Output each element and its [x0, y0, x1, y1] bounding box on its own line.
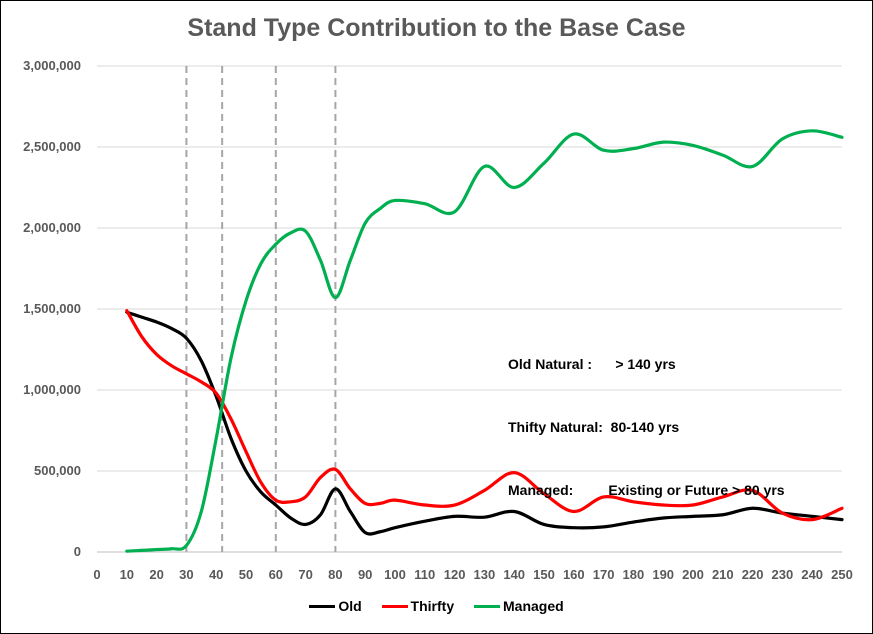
legend-label-old: Old	[338, 598, 362, 614]
series-lines	[125, 129, 844, 553]
x-tick-label: 30	[179, 567, 193, 582]
x-tick-label: 200	[682, 567, 704, 582]
x-tick-label: 40	[209, 567, 223, 582]
series-line-old	[125, 310, 844, 536]
y-tick-label: 2,500,000	[23, 139, 81, 154]
legend-item-thirfty: Thirfty	[381, 598, 455, 614]
chart-title: Stand Type Contribution to the Base Case	[187, 14, 686, 42]
legend-label-thirfty: Thirfty	[410, 598, 455, 614]
x-tick-label: 210	[712, 567, 734, 582]
x-tick-label: 120	[444, 567, 466, 582]
y-axis-ticks: 0 500,000 1,000,000 1,500,000 2,000,000 2,500…	[23, 58, 81, 559]
x-tick-label: 220	[742, 567, 764, 582]
y-tick-label: 500,000	[34, 463, 81, 478]
legend-label-managed: Managed	[503, 598, 564, 614]
x-tick-label: 10	[120, 567, 134, 582]
y-tick-label: 2,000,000	[23, 220, 81, 235]
x-tick-label: 80	[328, 567, 342, 582]
series-line-managed	[125, 129, 844, 553]
x-axis-ticks: 0 10 20 30 40 50 60 70 80 90 100 110 120 130 140 150 160…	[93, 567, 852, 582]
legend-swatch-managed	[474, 604, 500, 608]
x-tick-label: 240	[801, 567, 823, 582]
y-tick-label: 1,500,000	[23, 301, 81, 316]
x-tick-label: 110	[414, 567, 435, 582]
x-tick-label: 130	[474, 567, 496, 582]
legend: Old Thirfty Managed	[0, 598, 873, 614]
x-tick-label: 190	[652, 567, 674, 582]
x-tick-label: 250	[831, 567, 853, 582]
annotation-line-old: Old Natural : > 140 yrs	[508, 356, 676, 372]
x-tick-label: 70	[298, 567, 312, 582]
legend-item-old: Old	[309, 598, 362, 614]
x-tick-label: 180	[623, 567, 645, 582]
y-tick-label: 1,000,000	[23, 382, 81, 397]
y-tick-label: 3,000,000	[23, 58, 81, 73]
x-tick-label: 100	[384, 567, 406, 582]
annotation-line-thrifty: Thifty Natural: 80-140 yrs	[508, 419, 680, 435]
series-line-thirfty	[125, 309, 844, 522]
x-tick-label: 50	[239, 567, 253, 582]
vertical-markers	[185, 66, 337, 552]
legend-swatch-old	[309, 604, 336, 608]
x-tick-label: 90	[358, 567, 372, 582]
x-tick-label: 170	[593, 567, 615, 582]
annotation-line-managed: Managed: Existing or Future > 80 yrs	[508, 482, 785, 498]
legend-item-managed: Managed	[474, 598, 564, 614]
x-tick-label: 150	[533, 567, 555, 582]
y-tick-label: 0	[74, 544, 81, 559]
x-tick-label: 60	[269, 567, 283, 582]
x-tick-label: 160	[563, 567, 585, 582]
annotation-box: Old Natural : > 140 yrs Thifty Natural: …	[508, 312, 785, 522]
x-tick-label: 230	[772, 567, 794, 582]
x-tick-label: 20	[149, 567, 163, 582]
x-tick-label: 140	[503, 567, 525, 582]
legend-swatch-thirfty	[381, 604, 408, 608]
x-tick-label: 0	[93, 567, 100, 582]
